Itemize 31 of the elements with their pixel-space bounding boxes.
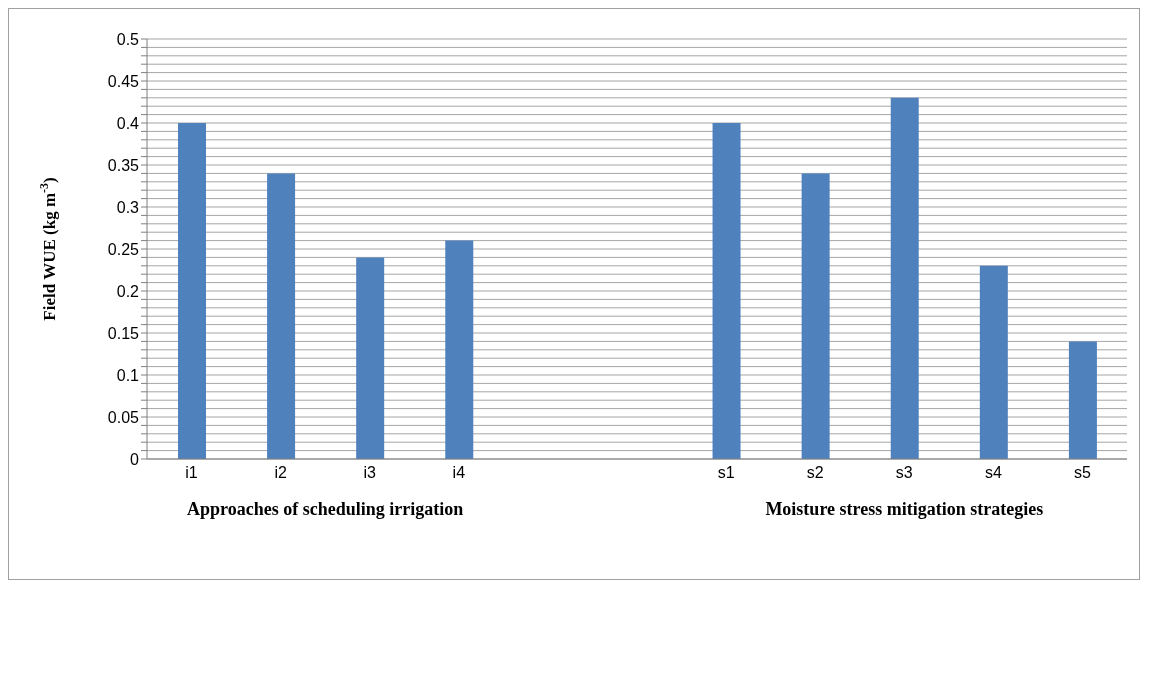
x-tick-label: i1 [185,464,198,482]
x-tick-label: s1 [717,464,735,482]
bar [890,97,919,459]
y-tick-label: 0.05 [107,408,140,426]
y-tick-label: 0.25 [107,240,140,258]
bar [356,257,385,459]
text: Moisture stress mitigation strategies [764,499,1045,520]
y-tick-label: 0.4 [116,114,140,132]
x-tick-label: i3 [363,464,377,482]
x-tick-label: s5 [1074,464,1091,482]
y-tick-label: 0.2 [116,282,140,300]
bar [445,240,474,459]
x-tick-label: s3 [895,464,913,482]
bar [801,173,830,459]
bar [267,173,296,459]
y-tick-label: 0.15 [107,324,140,342]
bar [979,265,1008,459]
y-tick-label: 0 [130,450,140,468]
x-tick-label: s4 [984,464,1002,482]
bar [178,123,206,459]
text: Approaches of scheduling irrigation [186,499,465,520]
y-tick-label: 0.3 [116,198,140,216]
y-tick-label: 0.5 [116,30,140,48]
bar [1068,341,1097,459]
y-tick-label: 0.35 [107,156,140,174]
x-tick-label: s2 [806,464,824,482]
x-tick-label: i2 [274,464,287,482]
x-tick-label: i4 [452,464,466,482]
bar [712,123,741,459]
y-tick-label: 0.1 [116,366,140,384]
y-tick-label: 0.45 [107,72,140,90]
